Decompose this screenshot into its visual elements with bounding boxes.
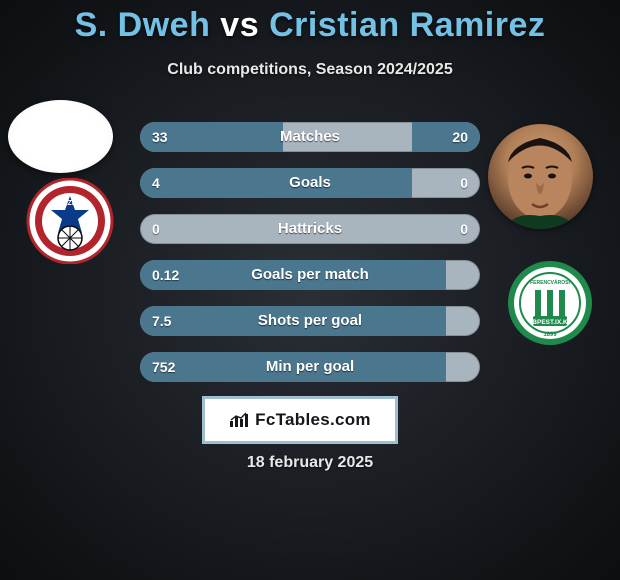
- player-right-photo: [488, 124, 593, 229]
- stat-label: Goals: [140, 168, 480, 198]
- subtitle: Club competitions, Season 2024/2025: [0, 61, 620, 79]
- chart-icon: [229, 412, 249, 428]
- club-left-badge: PLZEŇ: [20, 178, 120, 264]
- svg-text:PLZEŇ: PLZEŇ: [59, 198, 82, 207]
- brand-box: FcTables.com: [202, 396, 398, 444]
- stat-value-right: 20: [452, 122, 468, 152]
- stat-row: 4 Goals 0: [140, 168, 480, 198]
- stat-label: Shots per goal: [140, 306, 480, 336]
- stat-label: Hattricks: [140, 214, 480, 244]
- date-text: 18 february 2025: [0, 454, 620, 472]
- comparison-card: S. Dweh vs Cristian Ramirez Club competi…: [0, 0, 620, 580]
- stats-rows: 33 Matches 20 4 Goals 0 0 Hattricks 0: [140, 122, 480, 398]
- player-left-name: S. Dweh: [75, 6, 211, 44]
- stat-label: Goals per match: [140, 260, 480, 290]
- plzen-badge-icon: PLZEŇ: [20, 178, 120, 264]
- stat-label: Matches: [140, 122, 480, 152]
- stat-row: 33 Matches 20: [140, 122, 480, 152]
- stat-row: 7.5 Shots per goal: [140, 306, 480, 336]
- ferencvaros-badge-icon: BPEST.IX.K FERENCVÁROSI 1899: [500, 260, 600, 346]
- face-icon: [488, 124, 593, 229]
- player-left-photo: [8, 100, 113, 173]
- stat-row: 0 Hattricks 0: [140, 214, 480, 244]
- brand-text: FcTables.com: [255, 410, 371, 430]
- page-title: S. Dweh vs Cristian Ramirez: [0, 0, 620, 45]
- stat-label: Min per goal: [140, 352, 480, 382]
- stat-row: 0.12 Goals per match: [140, 260, 480, 290]
- stat-row: 752 Min per goal: [140, 352, 480, 382]
- svg-text:FERENCVÁROSI: FERENCVÁROSI: [530, 279, 570, 286]
- player-right-name: Cristian Ramirez: [269, 6, 545, 44]
- svg-text:BPEST.IX.K: BPEST.IX.K: [532, 319, 568, 326]
- stat-value-right: 0: [460, 214, 468, 244]
- stat-value-right: 0: [460, 168, 468, 198]
- title-vs: vs: [220, 6, 259, 44]
- club-right-badge: BPEST.IX.K FERENCVÁROSI 1899: [500, 260, 600, 346]
- svg-text:1899: 1899: [543, 332, 557, 338]
